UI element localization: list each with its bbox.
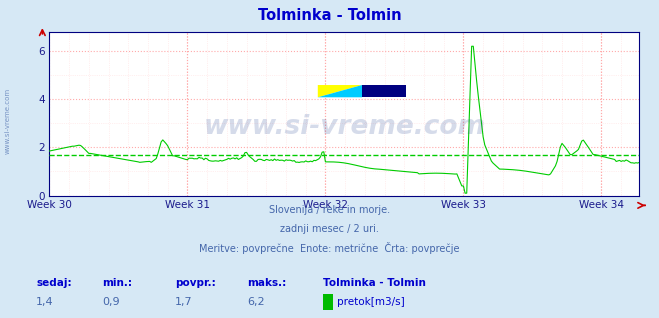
Text: www.si-vreme.com: www.si-vreme.com (204, 114, 485, 140)
Text: Tolminka - Tolmin: Tolminka - Tolmin (258, 8, 401, 23)
Text: Tolminka - Tolmin: Tolminka - Tolmin (323, 278, 426, 288)
Text: www.si-vreme.com: www.si-vreme.com (5, 88, 11, 154)
Polygon shape (318, 85, 362, 97)
Text: Meritve: povprečne  Enote: metrične  Črta: povprečje: Meritve: povprečne Enote: metrične Črta:… (199, 242, 460, 254)
Text: 1,7: 1,7 (175, 297, 192, 307)
Text: min.:: min.: (102, 278, 132, 288)
Text: povpr.:: povpr.: (175, 278, 215, 288)
Text: maks.:: maks.: (247, 278, 287, 288)
Text: 0,9: 0,9 (102, 297, 120, 307)
Text: 1,4: 1,4 (36, 297, 54, 307)
Polygon shape (362, 85, 406, 97)
Polygon shape (318, 85, 362, 97)
Text: Slovenija / reke in morje.: Slovenija / reke in morje. (269, 205, 390, 215)
Text: 6,2: 6,2 (247, 297, 265, 307)
Text: pretok[m3/s]: pretok[m3/s] (337, 297, 405, 307)
Text: sedaj:: sedaj: (36, 278, 72, 288)
Text: zadnji mesec / 2 uri.: zadnji mesec / 2 uri. (280, 224, 379, 233)
